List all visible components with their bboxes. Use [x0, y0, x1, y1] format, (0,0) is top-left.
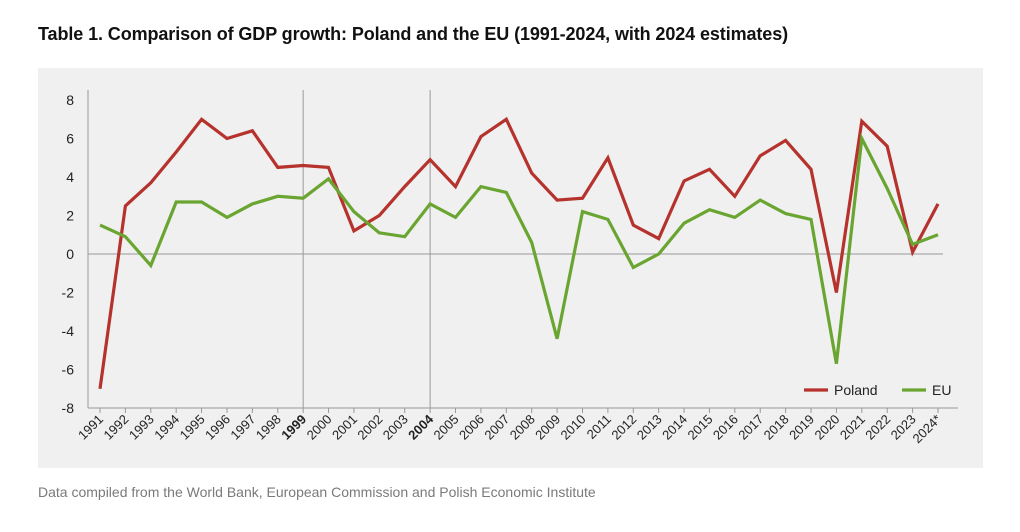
x-tick-label: 1992 — [100, 412, 131, 443]
x-tick-label: 2017 — [735, 412, 766, 443]
x-tick-label: 2019 — [786, 412, 817, 443]
x-tick-label: 2004 — [405, 411, 437, 443]
legend-label-poland: Poland — [834, 382, 878, 398]
x-tick-label: 2006 — [456, 412, 487, 443]
x-tick-label: 2013 — [634, 412, 665, 443]
series-line-poland — [98, 116, 940, 390]
y-tick-label: -8 — [62, 400, 75, 416]
x-tick-label: 2021 — [837, 412, 868, 443]
x-tick-label: 2011 — [584, 412, 614, 442]
x-tick-label: 2016 — [710, 412, 741, 443]
x-tick-label: 2015 — [685, 412, 716, 443]
x-tick-label: 1998 — [253, 412, 284, 443]
x-tick-label: 1995 — [177, 412, 208, 443]
y-tick-label: -6 — [62, 362, 75, 378]
x-tick-label: 2009 — [532, 412, 563, 443]
x-tick-label: 1991 — [75, 412, 106, 443]
x-tick-label: 2010 — [558, 412, 589, 443]
x-tick-label: 2005 — [431, 412, 462, 443]
chart-panel: 8 6 4 2 0 -2 -4 -6 -8 1991 1992 1993 1994 1995 1996 199… — [38, 68, 983, 468]
x-tick-label: 2014 — [659, 412, 690, 443]
x-tick-label: 2003 — [380, 412, 411, 443]
y-tick-label: -4 — [62, 323, 75, 339]
chart-title: Table 1. Comparison of GDP growth: Polan… — [38, 24, 789, 44]
x-tick-label: 2020 — [811, 412, 842, 443]
y-tick-label: 4 — [66, 169, 74, 185]
y-tick-label: 0 — [66, 246, 74, 262]
x-tick-label: 2007 — [481, 412, 512, 443]
series-line-eu — [99, 133, 939, 364]
x-tick-label: 2012 — [608, 412, 639, 443]
x-tick-label: 2000 — [304, 412, 335, 443]
x-tick-label: 2001 — [329, 412, 360, 443]
gdp-line-chart: 86420-2-4-6-8199119921993199419951996199… — [62, 90, 958, 447]
x-tick-label: 2024* — [909, 412, 944, 447]
y-tick-label: 8 — [66, 92, 74, 108]
x-tick-label: 2008 — [507, 412, 538, 443]
source-note: Data compiled from the World Bank, Europ… — [38, 484, 596, 500]
legend-label-eu: EU — [932, 382, 951, 398]
y-tick-label: -2 — [62, 285, 75, 301]
x-tick-label: 2022 — [862, 412, 893, 443]
x-tick-label: 1996 — [202, 412, 233, 443]
x-tick-label: 2018 — [761, 412, 792, 443]
x-tick-label: 1993 — [126, 412, 157, 443]
y-tick-label: 2 — [66, 208, 74, 224]
x-tick-label: 1999 — [278, 412, 309, 443]
y-tick-label: 6 — [66, 131, 74, 147]
x-tick-label: 2002 — [354, 412, 385, 443]
x-tick-label: 1994 — [151, 412, 182, 443]
x-tick-label: 1997 — [227, 412, 258, 443]
